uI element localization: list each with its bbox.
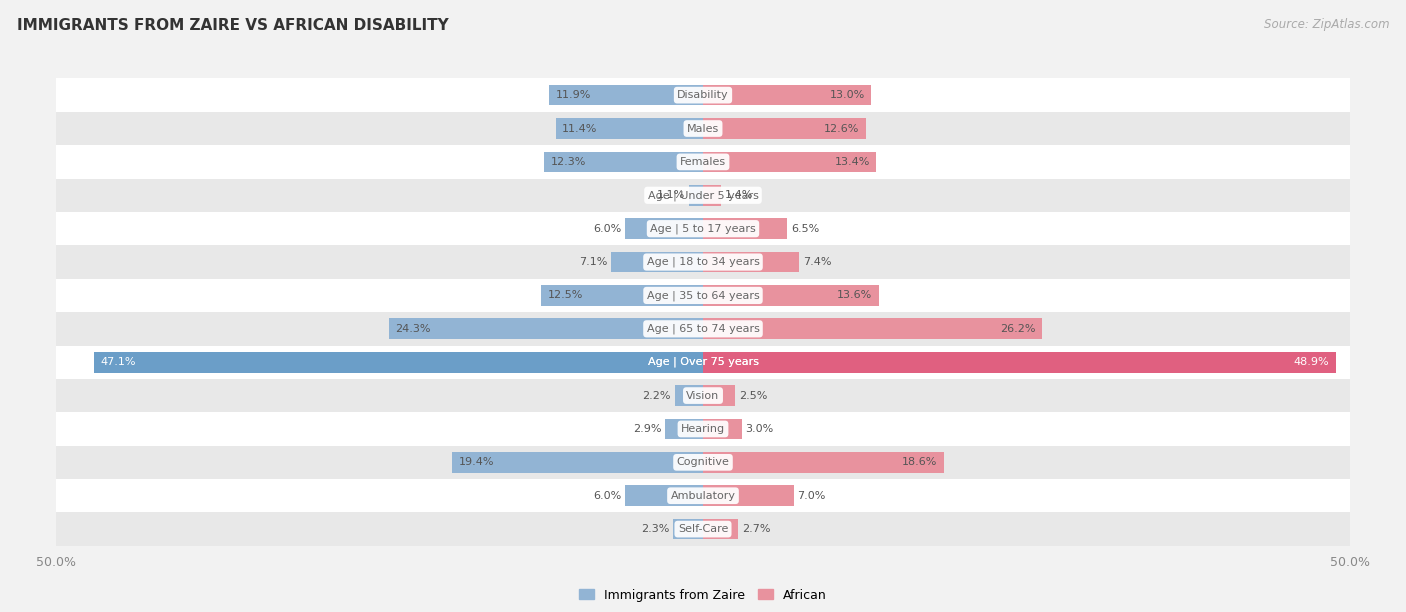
Bar: [612, 252, 703, 272]
Text: Self-Care: Self-Care: [678, 524, 728, 534]
Bar: [703, 218, 787, 239]
Text: Age | 18 to 34 years: Age | 18 to 34 years: [647, 257, 759, 267]
Text: 7.4%: 7.4%: [803, 257, 831, 267]
Bar: [550, 85, 703, 105]
Text: 7.0%: 7.0%: [797, 491, 825, 501]
Bar: [626, 485, 703, 506]
Text: IMMIGRANTS FROM ZAIRE VS AFRICAN DISABILITY: IMMIGRANTS FROM ZAIRE VS AFRICAN DISABIL…: [17, 18, 449, 34]
Text: 13.6%: 13.6%: [837, 291, 873, 300]
Text: 2.2%: 2.2%: [643, 390, 671, 401]
Bar: [388, 318, 703, 339]
Bar: [56, 479, 1350, 512]
Text: Age | Under 5 years: Age | Under 5 years: [648, 190, 758, 201]
Bar: [56, 412, 1350, 446]
Bar: [703, 185, 721, 206]
Text: 18.6%: 18.6%: [901, 457, 938, 468]
Text: 24.3%: 24.3%: [395, 324, 430, 334]
Bar: [94, 352, 703, 373]
Text: 47.1%: 47.1%: [100, 357, 136, 367]
Bar: [665, 419, 703, 439]
Text: 11.9%: 11.9%: [555, 90, 591, 100]
Text: 1.4%: 1.4%: [725, 190, 754, 200]
Bar: [56, 112, 1350, 145]
Bar: [703, 85, 872, 105]
Text: 12.6%: 12.6%: [824, 124, 859, 133]
Bar: [56, 78, 1350, 112]
Text: Females: Females: [681, 157, 725, 167]
Bar: [689, 185, 703, 206]
Text: Males: Males: [688, 124, 718, 133]
Text: 19.4%: 19.4%: [458, 457, 494, 468]
Text: Disability: Disability: [678, 90, 728, 100]
Text: 11.4%: 11.4%: [562, 124, 598, 133]
Bar: [703, 252, 799, 272]
Bar: [703, 285, 879, 306]
Text: Age | Over 75 years: Age | Over 75 years: [648, 357, 758, 367]
Text: Source: ZipAtlas.com: Source: ZipAtlas.com: [1264, 18, 1389, 31]
Text: 2.5%: 2.5%: [740, 390, 768, 401]
Text: Hearing: Hearing: [681, 424, 725, 434]
Bar: [56, 245, 1350, 278]
Text: Age | Over 75 years: Age | Over 75 years: [648, 357, 758, 367]
Bar: [703, 485, 793, 506]
Bar: [453, 452, 703, 472]
Bar: [675, 385, 703, 406]
Bar: [56, 446, 1350, 479]
Text: 2.9%: 2.9%: [633, 424, 662, 434]
Bar: [56, 512, 1350, 546]
Bar: [56, 379, 1350, 412]
Text: Age | 65 to 74 years: Age | 65 to 74 years: [647, 324, 759, 334]
Text: 3.0%: 3.0%: [745, 424, 773, 434]
Bar: [703, 152, 876, 172]
Bar: [56, 278, 1350, 312]
Text: 48.9%: 48.9%: [1294, 357, 1329, 367]
Bar: [541, 285, 703, 306]
Text: 1.1%: 1.1%: [657, 190, 685, 200]
Text: Vision: Vision: [686, 390, 720, 401]
Bar: [56, 145, 1350, 179]
Bar: [703, 118, 866, 139]
Text: 6.0%: 6.0%: [593, 223, 621, 234]
Legend: Immigrants from Zaire, African: Immigrants from Zaire, African: [575, 584, 831, 606]
Text: 2.3%: 2.3%: [641, 524, 669, 534]
Bar: [703, 318, 1042, 339]
Bar: [673, 519, 703, 539]
Bar: [56, 212, 1350, 245]
Bar: [56, 179, 1350, 212]
Text: 13.0%: 13.0%: [830, 90, 865, 100]
Bar: [703, 452, 943, 472]
Text: 12.5%: 12.5%: [548, 291, 583, 300]
Bar: [544, 152, 703, 172]
Text: Age | 5 to 17 years: Age | 5 to 17 years: [650, 223, 756, 234]
Text: 2.7%: 2.7%: [742, 524, 770, 534]
Text: 12.3%: 12.3%: [550, 157, 586, 167]
Text: 6.0%: 6.0%: [593, 491, 621, 501]
Text: Cognitive: Cognitive: [676, 457, 730, 468]
Text: Ambulatory: Ambulatory: [671, 491, 735, 501]
Text: 26.2%: 26.2%: [1000, 324, 1035, 334]
Text: 13.4%: 13.4%: [835, 157, 870, 167]
Bar: [703, 519, 738, 539]
Bar: [703, 352, 1336, 373]
Bar: [56, 312, 1350, 346]
Text: Age | 35 to 64 years: Age | 35 to 64 years: [647, 290, 759, 300]
Bar: [703, 385, 735, 406]
Bar: [703, 419, 742, 439]
Bar: [555, 118, 703, 139]
Bar: [56, 346, 1350, 379]
Text: 6.5%: 6.5%: [792, 223, 820, 234]
Bar: [626, 218, 703, 239]
Text: 7.1%: 7.1%: [579, 257, 607, 267]
